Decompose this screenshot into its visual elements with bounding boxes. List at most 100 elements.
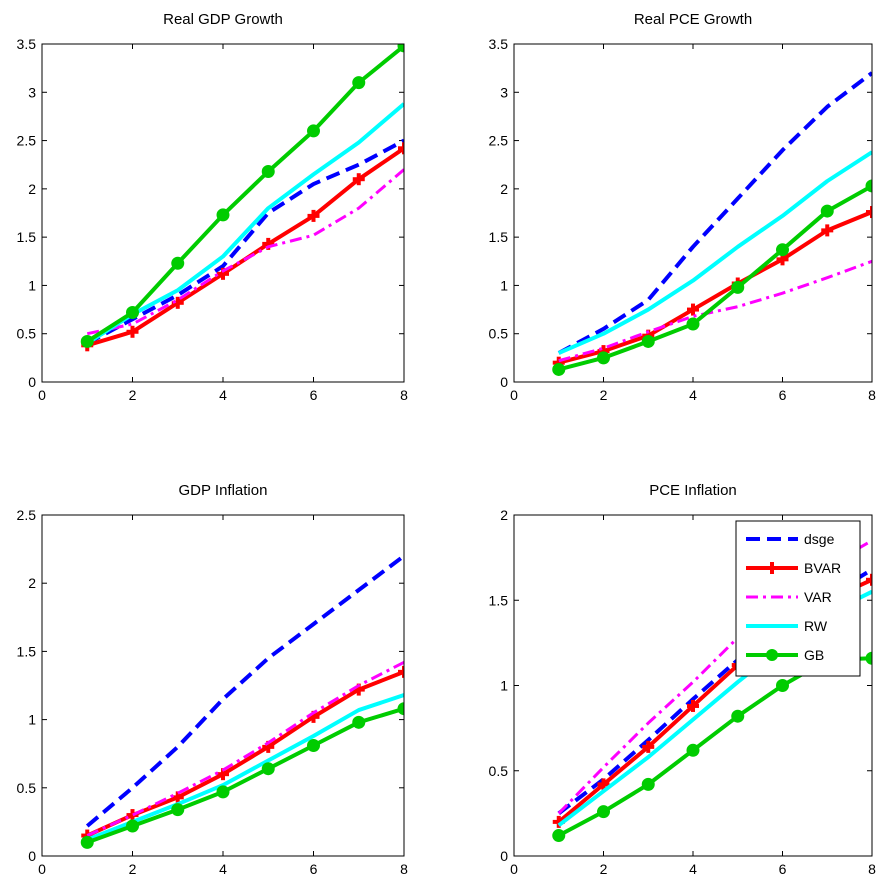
series-line-gb (86, 706, 404, 845)
y-tick-label: 0.5 (489, 763, 509, 779)
y-tick-label: 2.5 (17, 507, 37, 523)
data-point-gb (731, 280, 745, 294)
data-point-gb (261, 164, 275, 178)
data-point-bvar (687, 303, 699, 316)
series-line-rw (86, 693, 404, 842)
data-point-bvar (398, 665, 404, 678)
chart-panel-2: Real PCE Growth 0 2 4 6 8 0 0.5 1 1.5 2 2.5 3 3.5 (489, 11, 877, 403)
x-tick-label: 0 (38, 387, 46, 403)
legend-entry-gb: GB (746, 647, 824, 663)
chart-title: GDP Inflation (179, 482, 268, 499)
y-tick-label: 1 (500, 277, 508, 293)
legend-label: dsge (804, 531, 835, 547)
chart-title: Real PCE Growth (634, 11, 752, 28)
data-point-gb (552, 829, 566, 843)
x-tick-label: 4 (219, 387, 227, 403)
data-point-bvar (171, 791, 184, 804)
data-point-gb (216, 785, 230, 799)
y-tick-label: 3.5 (17, 36, 37, 52)
y-tick-label: 3.5 (489, 36, 509, 52)
x-tick-label: 0 (38, 861, 46, 877)
data-point-gb (80, 334, 94, 348)
data-point-bvar (687, 699, 699, 712)
legend-label: VAR (804, 589, 832, 605)
plot-area (552, 71, 872, 376)
x-tick-label: 8 (400, 387, 408, 403)
x-tick-label: 6 (310, 861, 318, 877)
data-point-gb (731, 709, 745, 723)
series-line-dsge (85, 554, 404, 828)
y-tick-label: 0 (28, 848, 36, 864)
y-tick-label: 0.5 (17, 780, 37, 796)
x-tick-label: 4 (689, 387, 697, 403)
series-line-bvar (86, 669, 404, 838)
data-point-bvar (866, 573, 872, 586)
chart-panel-1: Real GDP Growth 0 2 4 6 8 0 0.5 1 1.5 2 2.5 3 3.5 (17, 11, 409, 403)
plot-area (80, 44, 404, 352)
y-tick-label: 0.5 (489, 326, 509, 342)
x-tick-label: 6 (779, 861, 787, 877)
y-tick-label: 2.5 (489, 133, 509, 149)
data-point-gb (686, 317, 700, 331)
series-line-gb (86, 44, 404, 344)
y-tick-label: 0.5 (17, 326, 37, 342)
data-point-gb (865, 651, 872, 665)
x-tick-label: 0 (510, 387, 518, 403)
x-tick-label: 8 (868, 387, 876, 403)
data-point-gb (126, 819, 139, 833)
y-tick-label: 1 (28, 712, 36, 728)
legend-entry-dsge: dsge (746, 531, 835, 547)
data-point-bvar (126, 325, 139, 338)
y-tick-label: 2 (28, 575, 36, 591)
data-point-bvar (597, 778, 610, 791)
data-point-bvar (642, 740, 655, 753)
series-line-gb (558, 184, 872, 372)
y-tick-label: 1 (500, 678, 508, 694)
data-point-gb (865, 179, 872, 193)
data-point-gb (397, 44, 404, 53)
data-point-gb (776, 679, 789, 692)
data-point-gb (126, 305, 139, 319)
x-tick-label: 2 (129, 861, 137, 877)
series-line-var (558, 259, 872, 363)
legend-entry-bvar: BVAR (746, 560, 841, 576)
data-point-gb (776, 243, 789, 257)
x-tick-label: 8 (868, 861, 876, 877)
series-line-var (86, 660, 404, 837)
data-point-gb (552, 362, 566, 376)
data-point-gb (307, 124, 320, 138)
y-tick-label: 3 (500, 84, 508, 100)
y-tick-label: 2 (28, 181, 36, 197)
legend-entry-var: VAR (746, 589, 832, 605)
x-tick-label: 4 (219, 861, 227, 877)
x-tick-label: 2 (600, 387, 608, 403)
legend-label: RW (804, 618, 828, 634)
y-tick-label: 2 (500, 507, 508, 523)
data-point-gb (171, 256, 185, 270)
data-point-gb (641, 334, 655, 348)
data-point-gb (171, 803, 185, 817)
plot-area (80, 554, 404, 849)
series-line-dsge (86, 138, 404, 346)
chart-title: PCE Inflation (649, 482, 737, 499)
y-tick-label: 2 (500, 181, 508, 197)
legend-label: BVAR (804, 560, 841, 576)
y-tick-label: 1 (28, 277, 36, 293)
y-tick-label: 3 (28, 84, 36, 100)
y-tick-label: 0 (28, 374, 36, 390)
series-line-dsge (557, 71, 872, 355)
legend-entry-rw: RW (746, 618, 828, 634)
series-line-rw (86, 102, 404, 346)
data-point-gb (397, 702, 404, 716)
series-line-bvar (558, 210, 872, 365)
series-line-var (86, 168, 404, 336)
data-point-bvar (307, 209, 320, 222)
data-point-gb (597, 805, 610, 819)
series-line-rw (557, 150, 872, 355)
axes-frame (513, 514, 873, 857)
x-tick-label: 6 (779, 387, 787, 403)
x-tick-label: 6 (310, 387, 318, 403)
axes-frame (513, 43, 873, 383)
y-tick-label: 2.5 (17, 133, 37, 149)
